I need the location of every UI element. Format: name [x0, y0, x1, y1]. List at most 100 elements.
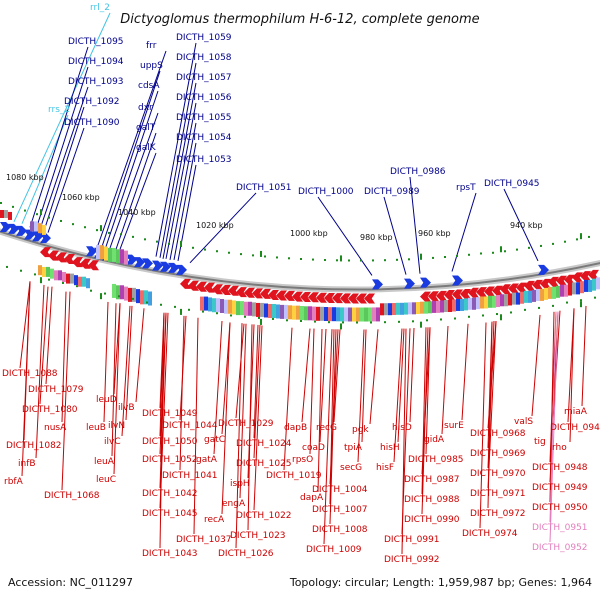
top-label-connector [409, 176, 421, 274]
bottom-gene-label: leuA [94, 457, 115, 467]
category-block [516, 292, 520, 305]
scale-dot [202, 310, 204, 313]
reverse-gene-arrow [88, 260, 99, 271]
reverse-gene-arrow [364, 293, 375, 304]
bottom-gene-label: DICTH_1007 [312, 505, 368, 515]
bottom-label-connector [549, 311, 555, 503]
category-block [440, 300, 444, 313]
bottom-gene-label: infB [18, 459, 36, 469]
kbp-tick-label: 1080 kbp [6, 173, 44, 182]
category-block [488, 295, 492, 308]
category-block [272, 303, 276, 318]
category-block [46, 266, 50, 277]
category-block [78, 276, 82, 287]
bottom-gene-label: DICTH_0988 [404, 495, 460, 505]
reverse-gene-arrow [220, 285, 231, 296]
scale-dot [192, 246, 194, 249]
bottom-label-connector [111, 303, 117, 457]
bottom-gene-label: DICTH_0987 [404, 475, 460, 485]
category-block [240, 301, 244, 316]
category-block [344, 307, 348, 322]
category-block [376, 307, 380, 322]
category-block [452, 299, 456, 312]
reverse-gene-arrow [196, 281, 207, 292]
category-block [528, 290, 532, 303]
forward-gene-arrow [420, 277, 431, 288]
category-block [100, 245, 104, 260]
top-label-connector [35, 66, 89, 230]
bottom-gene-label: DICTH_0948 [532, 463, 588, 473]
category-block [340, 307, 344, 322]
scale-dot [240, 253, 242, 256]
scale-dot [336, 259, 338, 262]
category-block [128, 287, 132, 302]
bottom-gene-label: leuC [96, 475, 116, 485]
category-block [304, 306, 308, 321]
forward-gene-arrow [126, 254, 137, 265]
scale-dot [156, 240, 158, 243]
scale-dot [146, 301, 148, 304]
bottom-gene-label: tig [534, 437, 546, 447]
scale-dot [6, 265, 8, 268]
reverse-gene-arrow [260, 288, 271, 299]
category-block [492, 295, 496, 308]
category-block [42, 224, 46, 235]
scale-dot [108, 231, 110, 234]
category-block [584, 279, 588, 292]
scale-dot [510, 311, 512, 314]
bottom-label-connector [323, 329, 333, 545]
category-block [0, 209, 4, 218]
category-block [380, 303, 384, 316]
category-block [384, 303, 388, 316]
bottom-gene-label: leuB [86, 423, 106, 433]
scale-dot [360, 259, 362, 262]
category-block [74, 275, 78, 286]
accession-text: Accession: NC_011297 [8, 576, 133, 589]
bottom-gene-label: nusA [44, 423, 67, 433]
category-block [4, 209, 8, 218]
category-block [284, 304, 288, 319]
reverse-gene-arrow [268, 289, 279, 300]
scale-dot [468, 253, 470, 256]
category-block [540, 288, 544, 301]
category-block [86, 278, 90, 289]
category-block [532, 289, 536, 302]
scale-dot [566, 301, 568, 304]
bottom-label-connector [549, 311, 557, 523]
kbp-tick-label: 1060 kbp [62, 193, 100, 202]
bottom-label-connector [369, 329, 379, 425]
top-gene-label: DICTH_0989 [364, 187, 420, 197]
bottom-label-connector [253, 325, 263, 511]
reverse-gene-arrow [476, 287, 487, 298]
scale-dot [76, 285, 78, 288]
top-gene-label: rrl_2 [90, 3, 110, 13]
bottom-label-connector [441, 325, 449, 435]
bottom-gene-label: tpiA [344, 443, 363, 453]
top-label-connector [47, 127, 85, 233]
reverse-gene-arrow [436, 290, 447, 301]
category-block [124, 286, 128, 301]
top-gene-label: DICTH_1055 [176, 113, 232, 123]
bottom-label-connector [309, 328, 315, 455]
category-block [268, 303, 272, 318]
bottom-label-connector [301, 328, 311, 423]
bottom-gene-label: gatA [196, 455, 218, 465]
category-block [256, 302, 260, 317]
category-block [588, 279, 592, 292]
category-block [424, 301, 428, 314]
bottom-gene-label: DICTH_0985 [408, 455, 464, 465]
category-block [420, 301, 424, 314]
scale-dot [444, 256, 446, 259]
category-block [572, 282, 576, 295]
category-block [308, 306, 312, 321]
reverse-gene-arrow [316, 292, 327, 303]
top-label-connector [101, 70, 161, 247]
bottom-gene-label: ilvN [108, 421, 125, 431]
scale-dot [370, 321, 372, 324]
forward-gene-arrow [404, 278, 415, 289]
scale-dot [132, 235, 134, 238]
category-block [30, 221, 34, 232]
scale-major [40, 209, 42, 216]
scale-dot [432, 256, 434, 259]
reverse-gene-arrow [276, 290, 287, 301]
